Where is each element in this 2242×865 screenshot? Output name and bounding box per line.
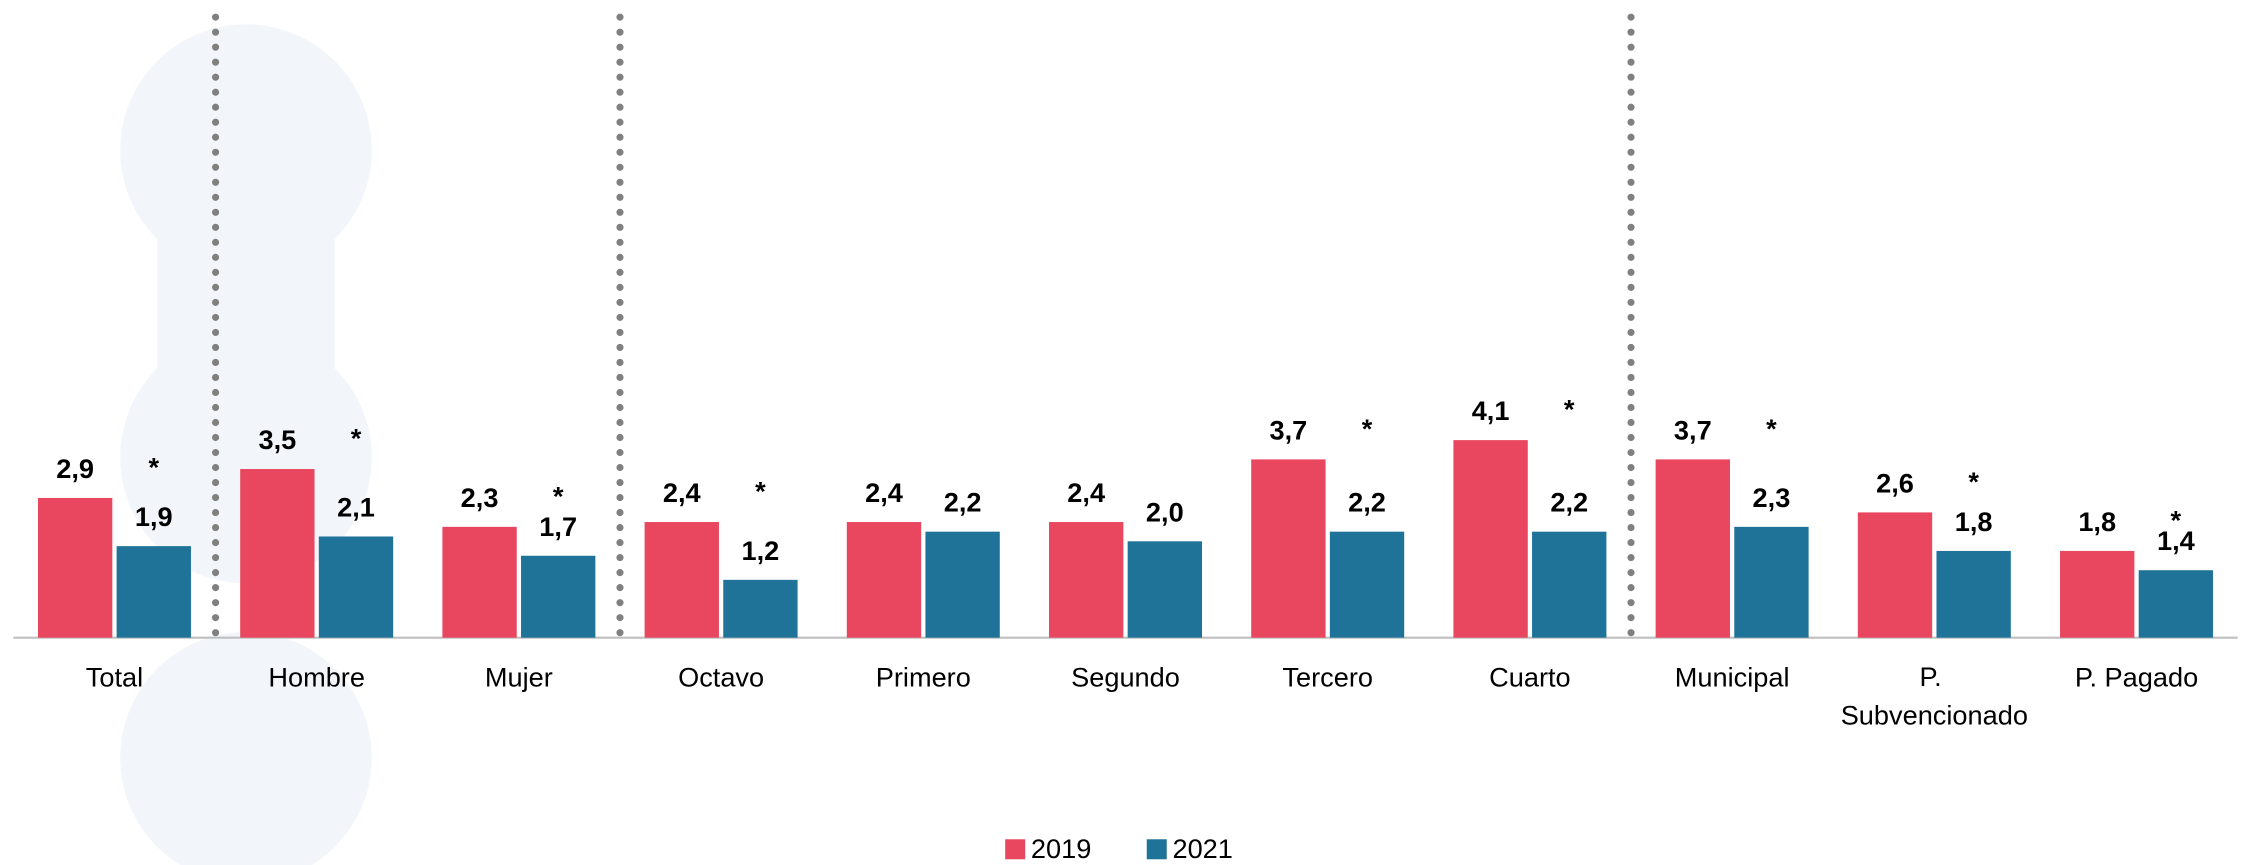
bar [521, 555, 596, 638]
bar [1936, 550, 2011, 638]
bar [318, 536, 394, 638]
value-label: 1,8 [1955, 506, 1993, 537]
x-tick-label: Primero [876, 661, 971, 692]
value-label: 1,2 [742, 535, 780, 566]
significance-mark: * [1766, 413, 1777, 444]
bar [116, 546, 191, 638]
significance-mark: * [1968, 466, 1979, 497]
value-label: 3,5 [258, 424, 296, 455]
x-tick-label: Municipal [1675, 661, 1790, 692]
value-label: 2,4 [663, 477, 701, 508]
background-decoration [120, 24, 372, 865]
value-label: 2,2 [1550, 487, 1588, 518]
x-tick-label: Octavo [678, 661, 764, 692]
bar [37, 497, 113, 638]
bar [846, 522, 922, 638]
bar [240, 469, 315, 638]
value-label: 3,7 [1270, 414, 1308, 445]
significance-mark: * [149, 452, 160, 483]
x-tick-label: Hombre [268, 661, 365, 692]
x-tick-label: Mujer [485, 661, 553, 692]
bar [1453, 440, 1528, 638]
significance-mark: * [2171, 505, 2182, 536]
value-label: 2,4 [865, 477, 903, 508]
bar [1329, 531, 1405, 638]
value-label: 1,8 [2078, 506, 2116, 537]
bar [2138, 570, 2214, 638]
legend-swatch [1005, 839, 1026, 860]
x-tick-label: Cuarto [1489, 661, 1571, 692]
bar [1857, 512, 1933, 638]
value-label: 2,9 [56, 453, 94, 484]
value-label: 2,1 [337, 491, 375, 522]
bar [925, 531, 1000, 638]
bar [1655, 459, 1730, 638]
bar [723, 579, 798, 638]
value-label: 2,4 [1067, 477, 1105, 508]
value-label: 2,3 [461, 482, 499, 513]
value-label: 1,9 [135, 501, 173, 532]
bar [1127, 541, 1202, 638]
legend-swatch [1146, 839, 1167, 860]
value-label: 2,0 [1146, 496, 1184, 527]
significance-mark: * [755, 476, 766, 507]
value-label: 1,7 [539, 511, 577, 542]
value-label: 4,1 [1472, 395, 1510, 426]
bar [1049, 522, 1124, 638]
bar [1251, 459, 1326, 638]
significance-mark: * [351, 423, 362, 454]
significance-mark: * [553, 480, 564, 511]
value-label: 3,7 [1674, 414, 1712, 445]
value-label: 1,4 [2157, 525, 2195, 556]
bar [2060, 550, 2135, 638]
bar [1532, 531, 1607, 638]
bar [1734, 526, 1809, 638]
legend-label: 2019 [1031, 833, 1091, 864]
legend-label: 2021 [1172, 833, 1232, 864]
x-tick-label: Segundo [1071, 661, 1180, 692]
x-tick-label: P. Subvencionado [1841, 661, 2028, 731]
value-label: 2,6 [1876, 467, 1914, 498]
significance-mark: * [1564, 394, 1575, 425]
x-tick-label: Tercero [1282, 661, 1373, 692]
value-label: 2,2 [1348, 487, 1386, 518]
value-label: 2,3 [1753, 482, 1791, 513]
significance-mark: * [1362, 413, 1373, 444]
value-label: 2,2 [944, 487, 982, 518]
bar [442, 526, 517, 638]
x-tick-label: Total [86, 661, 143, 692]
x-tick-label: P. Pagado [2075, 661, 2198, 692]
bar [644, 522, 719, 638]
